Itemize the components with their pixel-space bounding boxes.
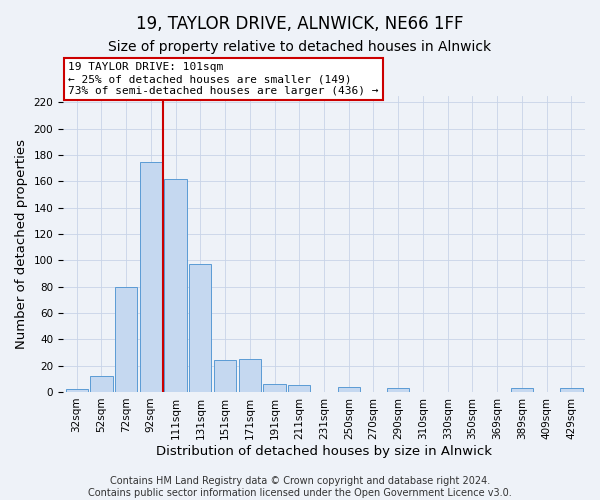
Text: Size of property relative to detached houses in Alnwick: Size of property relative to detached ho… <box>109 40 491 54</box>
Text: 19, TAYLOR DRIVE, ALNWICK, NE66 1FF: 19, TAYLOR DRIVE, ALNWICK, NE66 1FF <box>136 15 464 33</box>
Bar <box>263 384 286 392</box>
Text: Contains HM Land Registry data © Crown copyright and database right 2024.
Contai: Contains HM Land Registry data © Crown c… <box>88 476 512 498</box>
X-axis label: Distribution of detached houses by size in Alnwick: Distribution of detached houses by size … <box>156 444 492 458</box>
Bar <box>511 388 533 392</box>
Bar <box>65 390 88 392</box>
Bar <box>560 388 583 392</box>
Bar <box>115 286 137 392</box>
Bar <box>140 162 162 392</box>
Bar <box>164 178 187 392</box>
Bar <box>214 360 236 392</box>
Y-axis label: Number of detached properties: Number of detached properties <box>15 139 28 349</box>
Bar <box>387 388 409 392</box>
Bar <box>90 376 113 392</box>
Bar <box>189 264 211 392</box>
Bar <box>239 359 261 392</box>
Bar <box>338 386 360 392</box>
Text: 19 TAYLOR DRIVE: 101sqm
← 25% of detached houses are smaller (149)
73% of semi-d: 19 TAYLOR DRIVE: 101sqm ← 25% of detache… <box>68 62 379 96</box>
Bar <box>288 386 310 392</box>
